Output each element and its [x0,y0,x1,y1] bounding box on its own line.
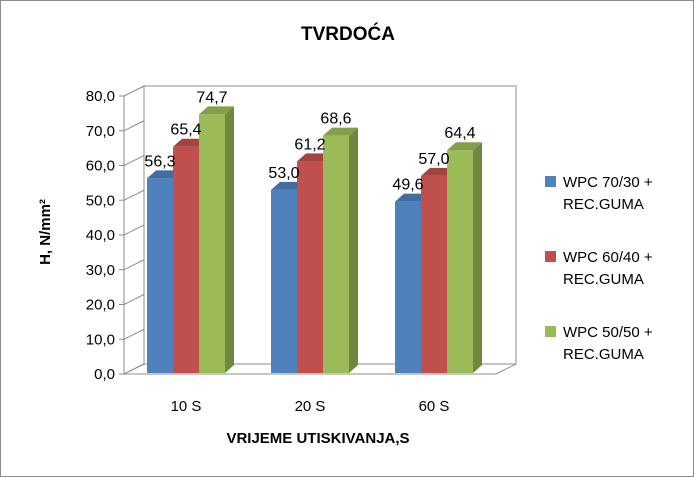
bar [199,106,234,373]
bar-side [349,127,358,374]
y-axis-title: H, N/mm² [37,199,54,265]
y-tick-mark-diagonal [123,189,145,201]
data-label: 64,4 [444,125,475,142]
x-tick-label: 10 S [171,398,202,415]
bar [447,142,482,373]
y-tick-mark-diagonal [123,363,145,375]
y-tick-mark-diagonal [123,328,145,340]
data-label: 49,6 [392,177,423,194]
legend-label-line2: REC.GUMA [563,271,644,288]
bar-side [225,106,234,373]
y-tick-label: 60,0 [86,158,115,175]
bar-front [395,201,421,373]
legend-swatch [545,251,556,262]
y-tick-mark-diagonal [123,259,145,271]
bar-front [173,146,199,373]
data-label: 65,4 [170,122,201,139]
y-tick-label: 30,0 [86,262,115,279]
bar-front [297,161,323,373]
y-tick-mark-diagonal [123,155,145,166]
legend-label-line1: WPC 70/30 + [563,174,653,191]
chart-title: TVRDOĆA [301,23,395,45]
y-tick-label: 40,0 [86,227,115,244]
bar-top [199,106,234,115]
legend-item: WPC 70/30 + REC.GUMA [545,174,653,213]
legend-label-line2: REC.GUMA [563,346,644,363]
bar-top [447,142,482,151]
y-tick-label: 0,0 [94,366,115,383]
legend-label-line2: REC.GUMA [563,196,644,213]
data-label: 57,0 [418,151,449,168]
bar-front [199,114,225,373]
bar-front [421,175,447,373]
legend-item: WPC 60/40 + REC.GUMA [545,249,653,288]
y-tick-label: 20,0 [86,297,115,314]
bar-front [447,150,473,373]
y-tick-mark-diagonal [123,294,145,305]
x-axis-title: VRIJEME UTISKIVANJA,S [226,430,409,447]
legend-item: WPC 50/50 + REC.GUMA [545,324,653,363]
bars [147,106,482,374]
data-label: 56,3 [144,153,175,170]
data-label: 53,0 [268,165,299,182]
bar-top [323,127,358,136]
y-tick-label: 10,0 [86,331,115,348]
y-axis-ticks: 0,0 10,0 20,0 30,0 40,0 50,0 60,0 70,0 80,0 [86,85,145,383]
bar-side [473,142,482,373]
legend-swatch [545,176,556,187]
legend-label-line1: WPC 50/50 + [563,324,653,341]
y-tick-mark-diagonal [123,85,145,97]
legend-label-line1: WPC 60/40 + [563,249,653,266]
x-axis-categories: 10 S 20 S 60 S [171,398,450,415]
data-label: 74,7 [196,89,227,106]
y-tick-label: 80,0 [86,88,115,105]
bar [323,127,358,374]
data-label: 68,6 [320,111,351,128]
x-tick-label: 20 S [295,398,326,415]
bar-front [271,189,297,373]
y-tick-label: 50,0 [86,192,115,209]
x-tick-label: 60 S [419,398,450,415]
data-label: 61,2 [294,136,325,153]
bar-front [147,178,173,373]
y-tick-mark-diagonal [123,224,145,236]
y-tick-mark-diagonal [123,120,145,132]
legend-swatch [545,326,556,337]
bar-front [323,135,349,373]
data-labels: 56,3 65,4 74,7 53,0 61,2 68,6 49,6 57,0 64,4 [144,89,475,193]
y-tick-label: 70,0 [86,123,115,140]
